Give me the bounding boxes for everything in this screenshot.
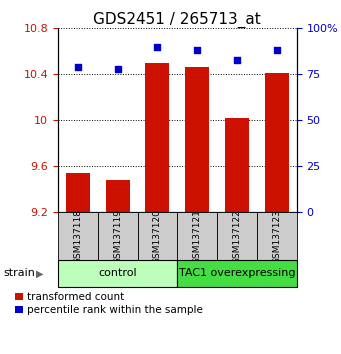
Point [75, 64, 80, 70]
Legend: transformed count, percentile rank within the sample: transformed count, percentile rank withi… [15, 292, 203, 315]
Bar [225, 118, 249, 212]
Title: GDS2451 / 265713_at: GDS2451 / 265713_at [93, 12, 261, 28]
Bar [217, 212, 257, 260]
Bar [185, 67, 209, 212]
Bar [98, 212, 137, 260]
Bar [58, 260, 177, 287]
Point [115, 66, 120, 72]
Text: GSM137119: GSM137119 [113, 209, 122, 264]
Text: GSM137121: GSM137121 [193, 209, 202, 264]
Text: GSM137120: GSM137120 [153, 209, 162, 264]
Text: GSM137123: GSM137123 [272, 209, 281, 264]
Text: strain: strain [3, 268, 35, 279]
Bar [137, 212, 177, 260]
Bar [66, 173, 90, 212]
Point [155, 44, 160, 50]
Bar [58, 212, 98, 260]
Bar [177, 212, 217, 260]
Text: GSM137122: GSM137122 [233, 209, 241, 264]
Point [274, 47, 280, 53]
Point [234, 57, 240, 62]
Text: ▶: ▶ [36, 268, 43, 279]
Bar [146, 63, 169, 212]
Bar [177, 260, 297, 287]
Text: GSM137118: GSM137118 [73, 209, 83, 264]
Text: control: control [98, 268, 137, 279]
Text: TAC1 overexpressing: TAC1 overexpressing [179, 268, 295, 279]
Bar [257, 212, 297, 260]
Point [194, 47, 200, 53]
Bar [106, 180, 130, 212]
Bar [265, 73, 289, 212]
